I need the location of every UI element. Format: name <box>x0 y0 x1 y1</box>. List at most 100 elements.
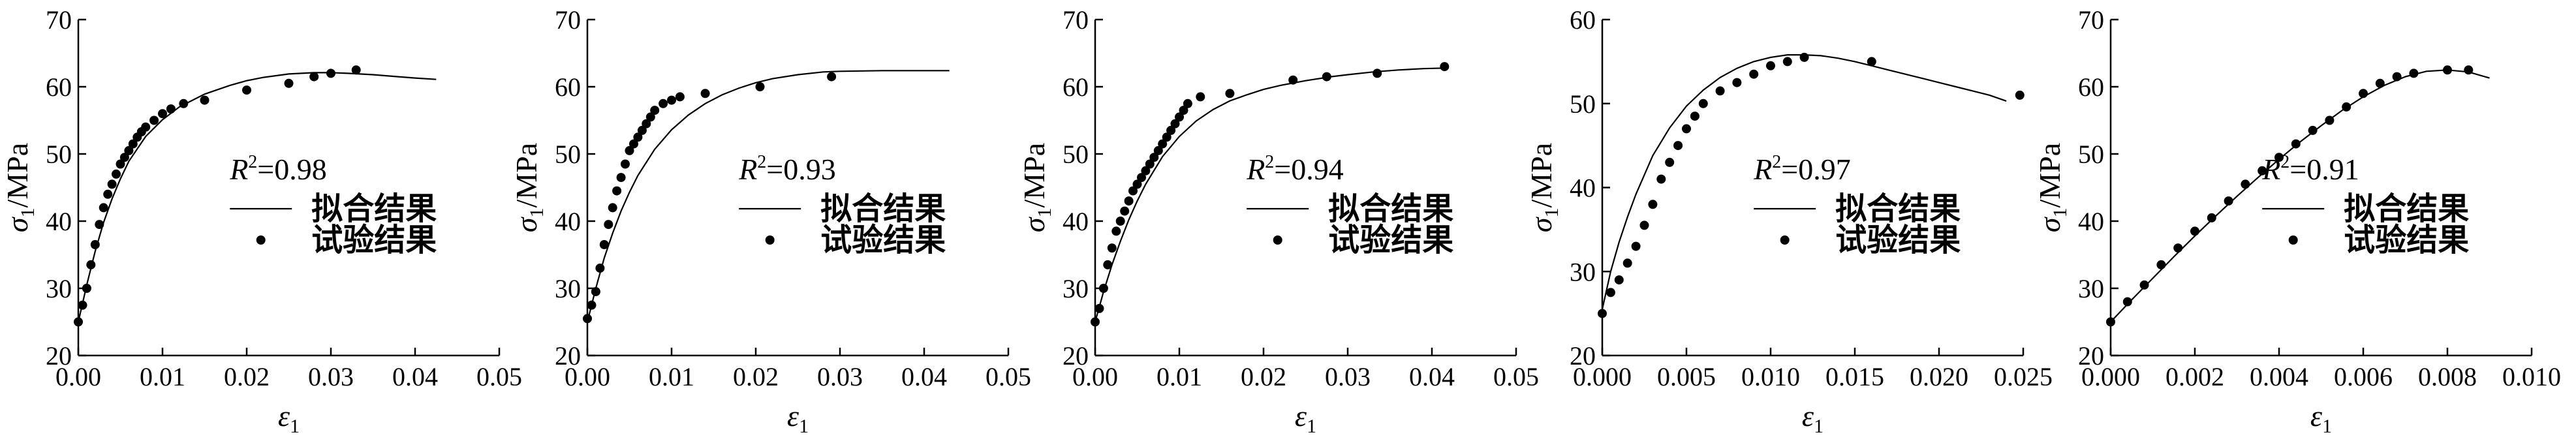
y-axis-title: σ1/MPa <box>1017 143 1055 232</box>
test-data-point <box>2308 125 2318 135</box>
x-tick-label: 0.000 <box>1573 362 1632 391</box>
r-squared-label: R2=0.97 <box>1753 152 1851 186</box>
test-data-point <box>2375 78 2385 88</box>
test-data-point <box>1225 89 1235 98</box>
test-data-point <box>1175 112 1184 122</box>
test-data-point <box>2409 68 2419 78</box>
test-data-point <box>591 287 600 297</box>
test-data-point <box>95 220 104 230</box>
test-data-point <box>1141 166 1151 175</box>
test-data-point <box>1132 179 1142 189</box>
test-data-point <box>645 112 655 122</box>
x-tick-label: 0.020 <box>1910 362 1968 391</box>
test-data-point <box>2106 317 2115 327</box>
test-data-point <box>1322 72 1331 82</box>
test-data-point <box>1665 157 1675 167</box>
test-data-point <box>612 186 622 196</box>
test-data-point <box>1149 153 1159 162</box>
test-data-point <box>2173 243 2183 253</box>
test-data-point <box>103 189 113 199</box>
test-data-point <box>2342 102 2351 112</box>
test-data-point <box>1094 303 1104 313</box>
x-axis-title: ε1 <box>787 399 809 437</box>
test-data-point <box>1170 119 1180 129</box>
x-tick-label: 0.03 <box>1325 362 1371 391</box>
y-tick-label: 60 <box>1063 72 1089 102</box>
chart-panel-4: 20 30 40 50 60 0.000 0.005 0.010 0.015 0.020 0.025… <box>1525 5 2053 437</box>
x-tick-label: 0.01 <box>140 362 185 391</box>
test-data-point <box>309 72 319 82</box>
test-data-point <box>1115 217 1125 226</box>
x-tick-label: 0.015 <box>1825 362 1884 391</box>
test-data-point <box>74 317 83 327</box>
legend-fit-label: 拟合结果 <box>1835 190 1961 227</box>
x-axis-title: ε1 <box>1802 399 1823 437</box>
legend-fit-label: 拟合结果 <box>820 190 946 227</box>
test-data-point <box>2156 260 2166 269</box>
test-data-point <box>1288 75 1298 85</box>
test-data-point <box>179 98 189 108</box>
test-data-point <box>1091 317 1100 327</box>
test-data-point <box>1673 141 1683 151</box>
x-tick-label: 0.000 <box>2081 362 2140 391</box>
y-tick-label: 40 <box>1063 207 1089 236</box>
y-axis-title: σ1/MPa <box>2033 143 2071 232</box>
test-data-point <box>595 264 605 273</box>
y-tick-label: 20 <box>46 341 72 371</box>
test-data-point <box>1373 68 1382 78</box>
y-tick-label: 20 <box>2078 341 2104 371</box>
test-data-point <box>2015 90 2025 100</box>
test-data-point <box>2258 166 2267 175</box>
test-data-point <box>2224 196 2233 206</box>
y-tick-label: 30 <box>555 274 581 303</box>
test-data-point <box>1162 132 1172 142</box>
test-data-point <box>1867 57 1876 67</box>
test-data-point <box>99 203 108 213</box>
test-data-point <box>1440 62 1450 72</box>
x-tick-label: 0.01 <box>649 362 694 391</box>
test-data-point <box>200 95 209 105</box>
y-tick-label: 40 <box>46 207 72 236</box>
test-data-point <box>78 300 87 310</box>
test-data-point <box>1690 112 1699 121</box>
test-data-point <box>107 179 117 189</box>
legend-test-label: 试验结果 <box>1835 222 1961 258</box>
test-data-point <box>1183 98 1192 108</box>
test-data-point <box>2139 280 2149 290</box>
y-tick-label: 60 <box>2078 72 2104 102</box>
y-tick-label: 70 <box>2078 5 2104 35</box>
test-data-point <box>675 92 685 102</box>
test-data-point <box>1698 98 1708 108</box>
x-tick-label: 0.04 <box>1409 362 1455 391</box>
r-squared-label: R2=0.98 <box>229 152 327 186</box>
y-tick-label: 20 <box>1063 341 1089 371</box>
test-data-point <box>1153 145 1163 155</box>
y-tick-label: 60 <box>555 72 581 102</box>
test-data-point <box>1656 174 1666 184</box>
y-tick-label: 40 <box>555 207 581 236</box>
test-data-point <box>351 65 361 75</box>
x-tick-label: 0.006 <box>2334 362 2393 391</box>
y-tick-label: 70 <box>1063 5 1089 35</box>
x-tick-label: 0.005 <box>1657 362 1716 391</box>
fit-series-line <box>586 70 950 322</box>
y-tick-label: 70 <box>555 5 581 35</box>
test-data-point <box>2241 179 2250 189</box>
y-tick-label: 30 <box>46 274 72 303</box>
legend-test-swatch <box>2288 235 2298 245</box>
test-data-point <box>1120 206 1130 216</box>
y-axis-title: σ1/MPa <box>1525 143 1562 232</box>
y-tick-label: 20 <box>1570 341 1596 371</box>
test-data-point <box>604 220 613 230</box>
x-tick-label: 0.002 <box>2165 362 2224 391</box>
test-data-point <box>90 240 100 249</box>
test-data-point <box>1715 86 1725 96</box>
test-data-point <box>1606 288 1615 297</box>
x-tick-label: 0.04 <box>901 362 947 391</box>
chart-panel-2: 20 30 40 50 60 70 0.00 0.01 0.02 0.03 0.04 0.05 σ1/M… <box>510 5 1031 437</box>
legend-test-label: 试验结果 <box>311 222 437 258</box>
test-data-point <box>700 89 710 98</box>
test-data-point <box>1782 57 1792 67</box>
test-data-point <box>2190 226 2199 236</box>
test-data-point <box>1766 61 1775 70</box>
